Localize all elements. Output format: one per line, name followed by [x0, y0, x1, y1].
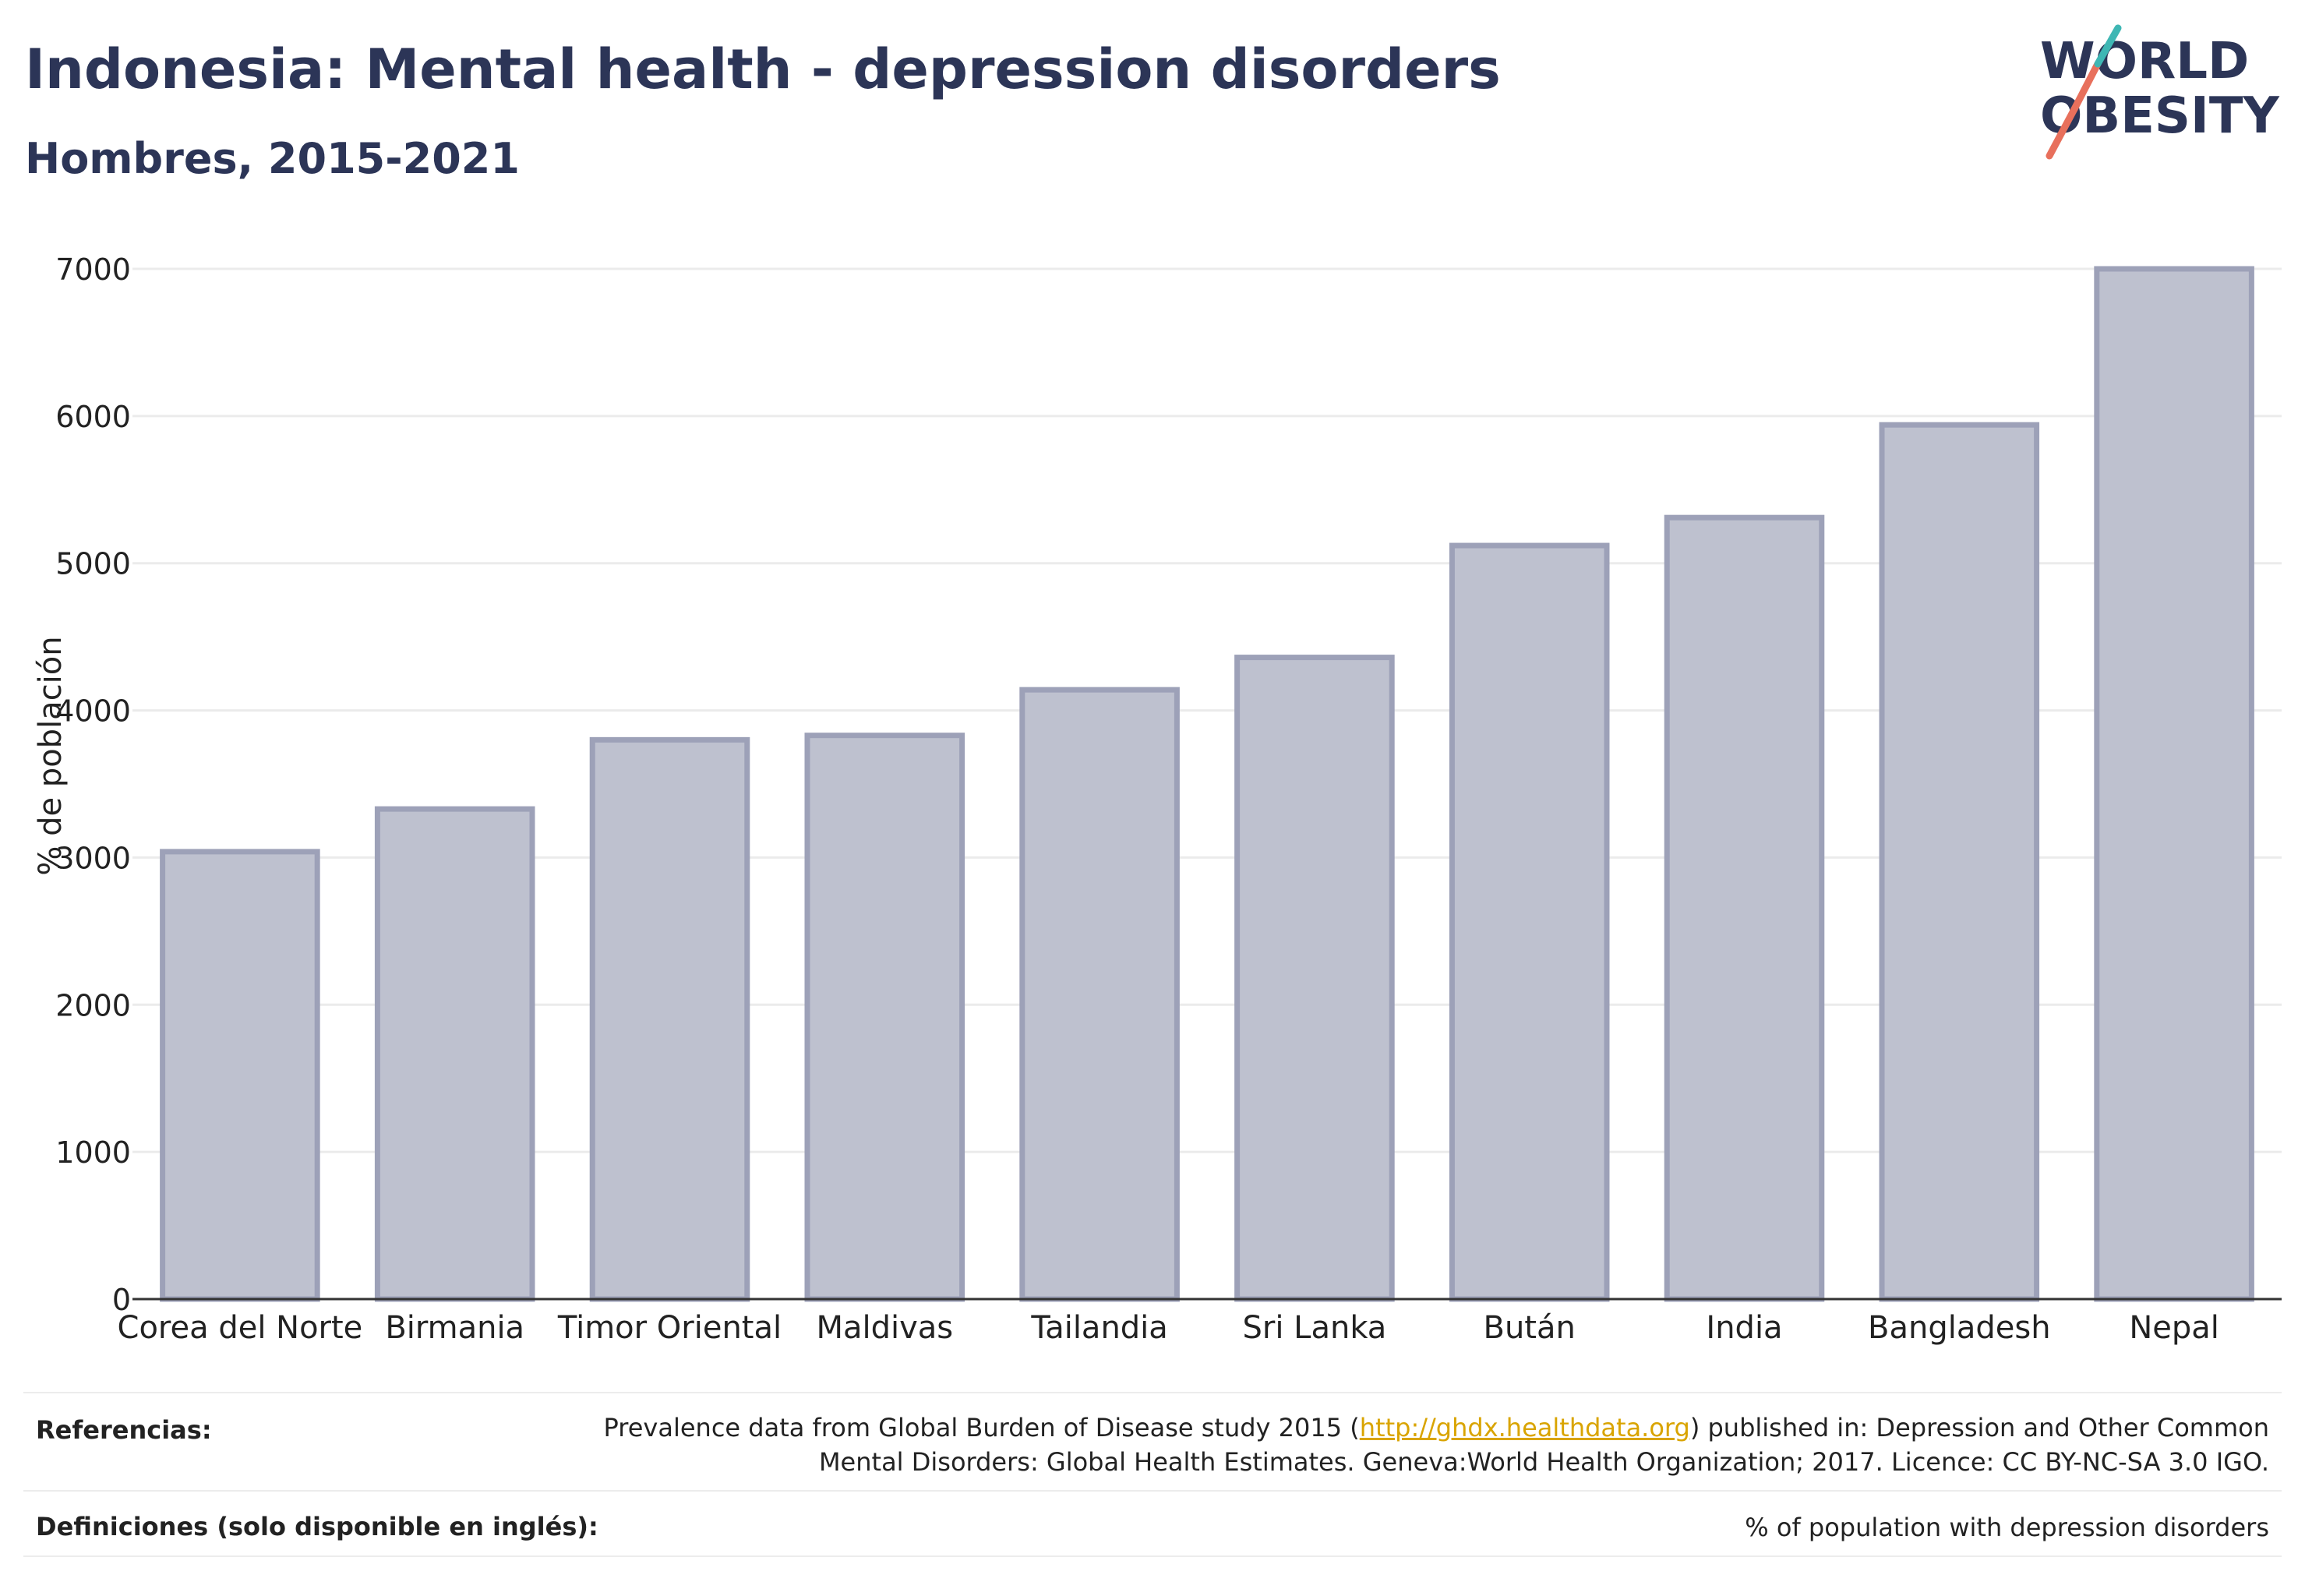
bar — [1879, 422, 2040, 1302]
bar-chart: 0 1000 2000 3000 4000 5000 6000 7000 Corea del … — [33, 252, 2282, 1346]
references-link[interactable]: http://ghdx.healthdata.org — [1359, 1413, 1690, 1442]
x-tick-label: Tailandia — [1030, 1310, 1167, 1346]
chart-title: Indonesia: Mental health - depression di… — [25, 37, 1501, 101]
x-tick-label: Sri Lanka — [1243, 1310, 1387, 1346]
references-label: Referencias: — [36, 1415, 212, 1445]
bar — [1449, 542, 1610, 1302]
x-tick-label: India — [1706, 1310, 1782, 1346]
definitions-label: Definiciones (solo disponible en inglés)… — [36, 1512, 598, 1541]
references-text-end: ) published in: Depression and Other Com… — [1689, 1413, 2269, 1442]
y-axis-ticks: 0 1000 2000 3000 4000 5000 6000 7000 — [55, 252, 131, 1317]
x-tick-label: Birmania — [385, 1310, 524, 1346]
definitions-text: % of population with depression disorder… — [1745, 1513, 2269, 1542]
y-tick-label: 5000 — [55, 547, 131, 581]
x-tick-label: Bangladesh — [1868, 1310, 2051, 1346]
world-obesity-logo: WORLD OBESITY — [2040, 24, 2279, 160]
y-tick-label: 1000 — [55, 1135, 131, 1170]
y-tick-label: 4000 — [55, 694, 131, 729]
x-axis-ticks: Corea del Norte Birmania Timor Oriental Mal… — [118, 1310, 2219, 1346]
bar — [1664, 514, 1825, 1302]
y-tick-label: 6000 — [55, 400, 131, 434]
bar — [160, 849, 320, 1302]
logo-line1: WORLD — [2040, 33, 2249, 90]
chart-subtitle: Hombres, 2015-2021 — [25, 134, 520, 183]
footer-divider-bottom — [23, 1555, 2282, 1557]
x-tick-label: Bután — [1484, 1310, 1576, 1346]
x-tick-label: Timor Oriental — [557, 1310, 782, 1346]
x-tick-label: Maldivas — [816, 1310, 953, 1346]
references-text: Prevalence data from Global Burden of Di… — [604, 1411, 2269, 1479]
bar — [804, 733, 965, 1302]
references-text-start: Prevalence data from Global Burden of Di… — [603, 1413, 1360, 1442]
y-tick-label: 3000 — [55, 841, 131, 875]
y-axis-label: % de población — [33, 636, 69, 875]
bar — [374, 806, 535, 1302]
y-tick-label: 2000 — [55, 988, 131, 1022]
footer-divider-top — [23, 1392, 2282, 1393]
footer-divider-middle — [23, 1490, 2282, 1492]
references-text-line2: Mental Disorders: Global Health Estimate… — [818, 1447, 2269, 1477]
bar — [1234, 655, 1395, 1302]
y-tick-label: 0 — [112, 1283, 131, 1317]
bar — [1019, 687, 1180, 1302]
x-tick-label: Nepal — [2129, 1310, 2219, 1346]
y-tick-label: 7000 — [55, 252, 131, 287]
bar — [2094, 266, 2254, 1302]
x-tick-label: Corea del Norte — [118, 1310, 363, 1346]
bars — [160, 266, 2254, 1302]
bar — [589, 736, 750, 1302]
